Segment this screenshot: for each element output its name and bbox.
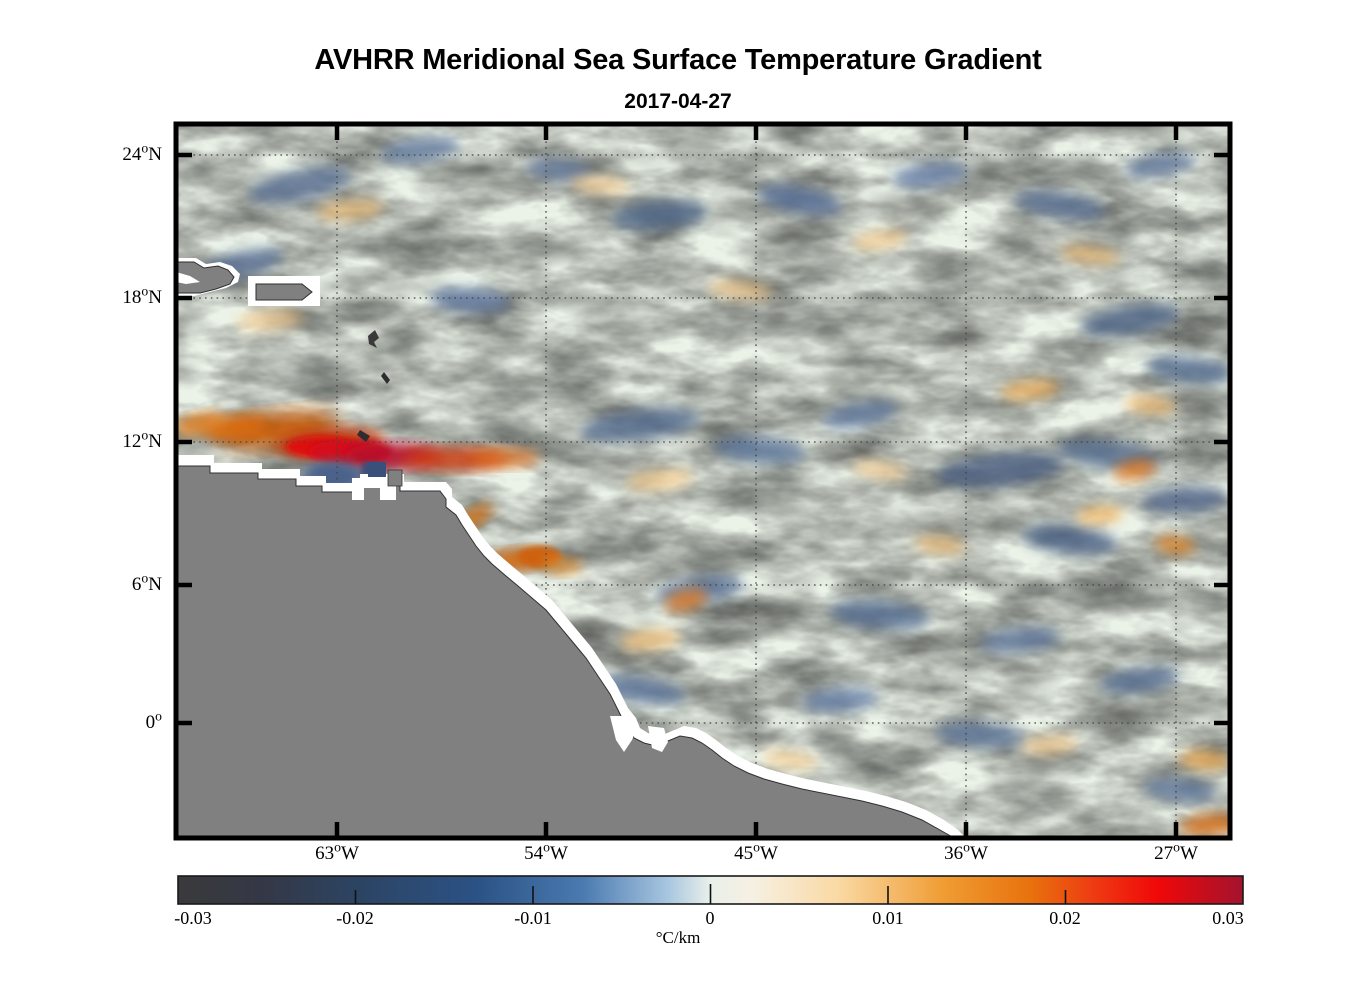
colorbar-tick-label-6: 0.03 bbox=[1212, 908, 1244, 928]
axis-ticks bbox=[176, 124, 1230, 838]
colorbar-ticks bbox=[354, 884, 1067, 904]
x-tick-label-36W: 36oW bbox=[944, 839, 988, 864]
warm-filaments bbox=[236, 175, 1230, 837]
land-mask-layer bbox=[176, 258, 966, 838]
colorbar-tick-label-1: -0.02 bbox=[336, 908, 374, 928]
page-title: AVHRR Meridional Sea Surface Temperature… bbox=[314, 44, 1042, 76]
x-tick-label-27W: 27oW bbox=[1154, 839, 1198, 864]
map-data-layer bbox=[176, 124, 1230, 838]
y-tick-label-0: 0o bbox=[145, 708, 162, 733]
colorbar-tick-label-5: 0.02 bbox=[1049, 908, 1081, 928]
plot-frame bbox=[173, 121, 1233, 841]
colorbar-unit-label: °C/km bbox=[655, 928, 701, 947]
colorbar-tick-label-2: -0.01 bbox=[514, 908, 552, 928]
y-tick-label-12N: 12oN bbox=[122, 427, 162, 452]
colorbar-tick-label-0: -0.03 bbox=[174, 908, 212, 928]
colorbar-tick-label-3: 0 bbox=[705, 908, 715, 928]
x-tick-label-63W: 63oW bbox=[315, 839, 359, 864]
y-tick-label-24N: 24oN bbox=[122, 140, 162, 165]
x-tick-label-45W: 45oW bbox=[734, 839, 778, 864]
figure-subtitle-date: 2017-04-27 bbox=[624, 90, 732, 113]
y-tick-label-6N: 6oN bbox=[131, 570, 162, 595]
x-tick-label-54W: 54oW bbox=[524, 839, 568, 864]
y-tick-label-18N: 18oN bbox=[122, 283, 162, 308]
colorbar-tick-label-4: 0.01 bbox=[872, 908, 904, 928]
